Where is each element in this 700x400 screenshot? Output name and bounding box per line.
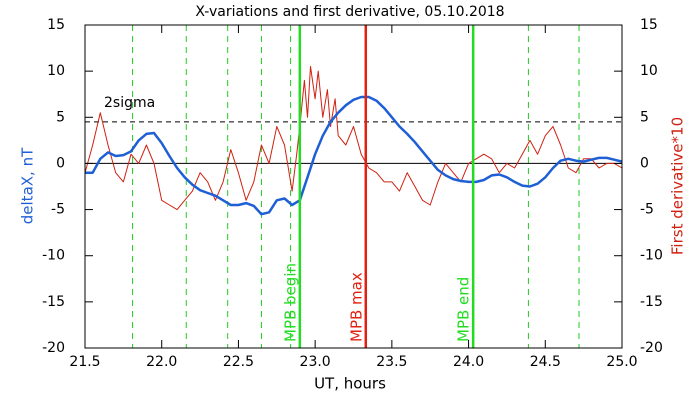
sigma-label: 2sigma	[104, 95, 155, 111]
marker-label: MPB begin	[281, 263, 299, 342]
x-tick-label: 25.0	[606, 354, 637, 370]
y2-tick-label: -20	[640, 340, 663, 356]
y-tick-label: -15	[42, 294, 65, 310]
x-tick-label: 22.0	[146, 354, 177, 370]
y2-tick-label: -5	[640, 202, 654, 218]
x-tick-label: 23.5	[376, 354, 407, 370]
x-tick-label: 21.5	[69, 354, 100, 370]
y2-tick-label: 10	[640, 63, 658, 79]
plot-frame	[84, 24, 623, 349]
y-tick-label: -10	[42, 248, 65, 264]
y-tick-label: 15	[47, 17, 65, 33]
series-line	[85, 95, 623, 216]
x-tick-label: 22.5	[223, 354, 254, 370]
y2-tick-label: 15	[640, 17, 658, 33]
y2-tick-label: -15	[640, 294, 663, 310]
y2-tick-label: 0	[640, 155, 649, 171]
y-tick-label: -5	[51, 202, 65, 218]
y-tick-label: 10	[47, 63, 65, 79]
y2-axis-label: First derivative*10	[669, 117, 687, 255]
y-axis-label: deltaX, nT	[19, 147, 37, 224]
x-tick-label: 23.0	[300, 354, 331, 370]
y2-tick-label: -10	[640, 248, 663, 264]
chart-title: X-variations and first derivative, 05.10…	[195, 4, 504, 20]
series-line	[84, 66, 623, 211]
y-tick-label: -20	[42, 340, 65, 356]
x-tick-label: 24.5	[530, 354, 561, 370]
y2-tick-label: 5	[640, 109, 649, 125]
y-tick-label: 5	[56, 109, 65, 125]
marker-label: MPB max	[347, 272, 365, 342]
x-axis-label: UT, hours	[314, 375, 386, 393]
y-tick-label: 0	[56, 155, 65, 171]
x-tick-label: 24.0	[453, 354, 484, 370]
marker-label: MPB end	[455, 277, 473, 342]
